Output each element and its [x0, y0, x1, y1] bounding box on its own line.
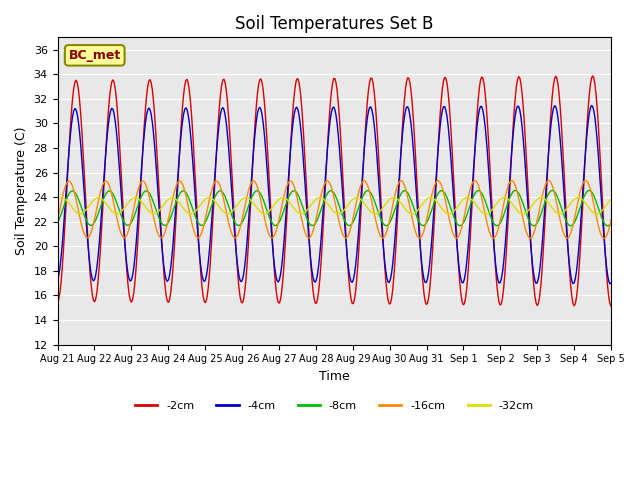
Line: -2cm: -2cm [58, 76, 611, 306]
Legend: -2cm, -4cm, -8cm, -16cm, -32cm: -2cm, -4cm, -8cm, -16cm, -32cm [131, 397, 538, 416]
-32cm [556, 211, 564, 216]
-8cm [461, 218, 468, 224]
Line: -4cm: -4cm [58, 106, 611, 284]
-32cm [461, 196, 468, 202]
-8cm [287, 190, 295, 196]
-16cm [364, 182, 371, 188]
-16cm [287, 178, 295, 184]
-32cm [574, 195, 582, 201]
-32cm [592, 211, 600, 216]
-2cm [287, 136, 295, 142]
-8cm [364, 188, 371, 193]
-4cm [54, 277, 61, 283]
-4cm [364, 116, 371, 121]
-2cm [461, 301, 468, 307]
-8cm [586, 188, 593, 193]
-16cm [54, 216, 61, 222]
-4cm [226, 160, 234, 166]
X-axis label: Time: Time [319, 370, 349, 383]
-2cm [556, 106, 564, 111]
-4cm [607, 280, 615, 286]
-8cm [390, 210, 397, 216]
-2cm [390, 274, 397, 280]
-8cm [54, 219, 61, 225]
-4cm [556, 138, 564, 144]
Title: Soil Temperatures Set B: Soil Temperatures Set B [235, 15, 433, 33]
-2cm [607, 303, 615, 309]
-4cm [606, 281, 614, 287]
Line: -16cm: -16cm [58, 180, 611, 239]
-4cm [390, 249, 397, 255]
-32cm [390, 195, 397, 201]
-32cm [54, 196, 61, 202]
Text: BC_met: BC_met [68, 49, 121, 62]
-16cm [461, 213, 468, 219]
Line: -8cm: -8cm [58, 191, 611, 226]
-2cm [364, 100, 371, 106]
-8cm [604, 223, 611, 229]
-16cm [607, 217, 615, 223]
-16cm [582, 178, 589, 183]
-32cm [226, 210, 234, 216]
Line: -32cm: -32cm [58, 198, 611, 214]
-16cm [600, 236, 608, 241]
-32cm [287, 201, 295, 207]
-16cm [390, 197, 397, 203]
-8cm [607, 220, 615, 226]
-32cm [364, 204, 371, 210]
-8cm [556, 202, 564, 207]
Y-axis label: Soil Temperature (C): Soil Temperature (C) [15, 127, 28, 255]
-2cm [589, 73, 596, 79]
-2cm [54, 299, 61, 304]
-16cm [556, 218, 564, 224]
-4cm [588, 103, 595, 108]
-16cm [226, 224, 234, 230]
-8cm [226, 206, 234, 212]
-2cm [226, 132, 234, 137]
-32cm [607, 196, 615, 202]
-4cm [287, 141, 295, 146]
-4cm [461, 276, 468, 282]
